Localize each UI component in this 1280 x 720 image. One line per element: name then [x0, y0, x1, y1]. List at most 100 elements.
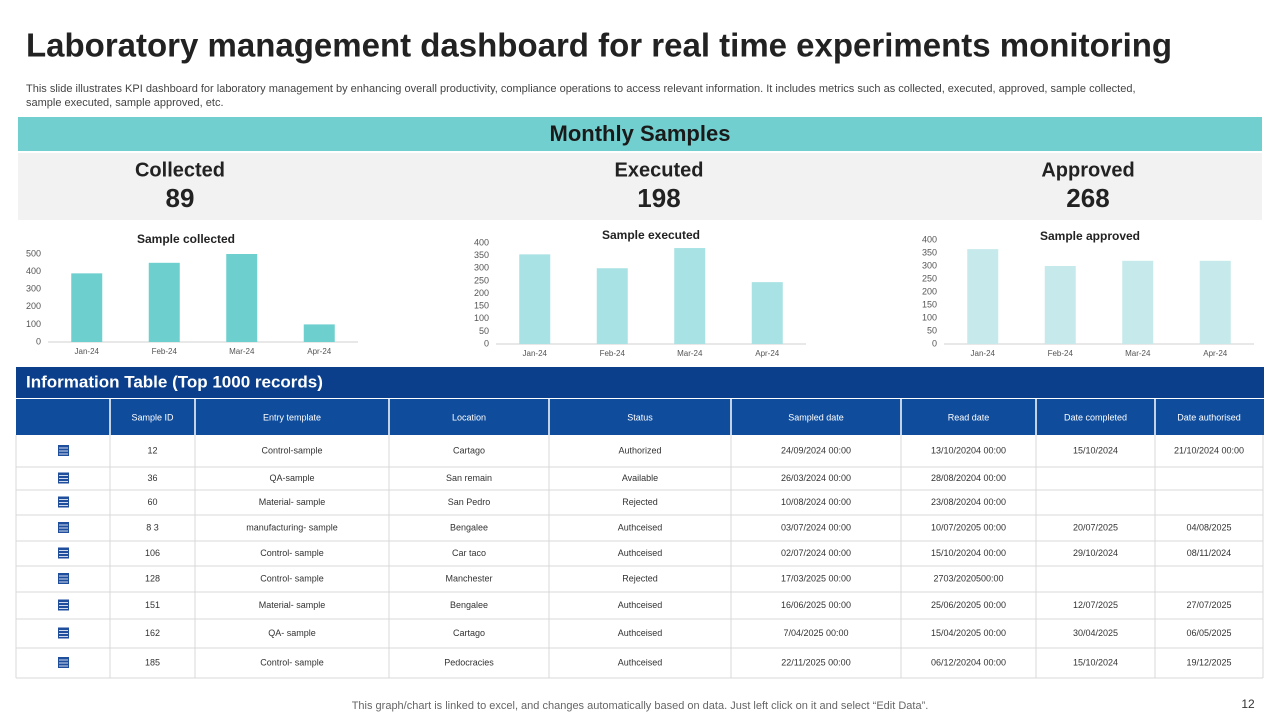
- table-cell: 185: [145, 657, 160, 667]
- kpi-label: Approved: [1041, 159, 1134, 181]
- table-cell: 21/10/2024 00:00: [1174, 445, 1244, 455]
- table-cell: 162: [145, 628, 160, 638]
- row-icon: [58, 547, 69, 559]
- x-tick-label: Feb-24: [1048, 349, 1074, 358]
- table-cell: Cartago: [453, 445, 485, 455]
- kpi-label: Executed: [615, 159, 704, 181]
- table-cell: Authceised: [618, 548, 663, 558]
- y-tick-label: 200: [922, 286, 937, 296]
- table-cell: Available: [622, 473, 658, 483]
- table-cell: Material- sample: [259, 497, 326, 507]
- table-cell: Car taco: [452, 548, 486, 558]
- table-cell: 106: [145, 548, 160, 558]
- table-cell: Authorized: [618, 445, 661, 455]
- header-cell: Sample ID: [131, 412, 174, 422]
- header-cell: Sampled date: [788, 412, 844, 422]
- x-tick-label: Jan-24: [523, 349, 548, 358]
- table-cell: 15/10/20204 00:00: [931, 548, 1006, 558]
- bar: [1044, 266, 1076, 344]
- table-cell: 19/12/2025: [1186, 657, 1231, 667]
- footer-note: This graph/chart is linked to excel, and…: [352, 700, 929, 712]
- bar: [71, 273, 103, 342]
- bar: [596, 268, 628, 344]
- x-tick-label: Jan-24: [971, 349, 996, 358]
- x-tick-label: Mar-24: [229, 347, 255, 356]
- table-cell: San remain: [446, 473, 492, 483]
- y-tick-label: 300: [474, 263, 489, 273]
- bar: [226, 254, 258, 342]
- table-cell: Authceised: [618, 628, 663, 638]
- bar: [1122, 260, 1154, 344]
- chart-title: Sample approved: [1040, 229, 1140, 243]
- table-cell: 36: [147, 473, 157, 483]
- y-tick-label: 0: [36, 336, 41, 346]
- description: This slide illustrates KPI dashboard for…: [26, 83, 1136, 95]
- x-tick-label: Mar-24: [677, 349, 703, 358]
- table-cell: Control- sample: [260, 548, 324, 558]
- header-cell: Date authorised: [1177, 412, 1241, 422]
- bar: [967, 249, 999, 344]
- x-tick-label: Feb-24: [152, 347, 178, 356]
- x-tick-label: Feb-24: [600, 349, 626, 358]
- table-cell: Authceised: [618, 522, 663, 532]
- table-cell: 06/12/20204 00:00: [931, 657, 1006, 667]
- table-cell: 26/03/2024 00:00: [781, 473, 851, 483]
- x-tick-label: Apr-24: [1203, 349, 1228, 358]
- table-cell: 06/05/2025: [1186, 628, 1231, 638]
- table-cell: 151: [145, 600, 160, 610]
- table-cell: 27/07/2025: [1186, 600, 1231, 610]
- table-cell: 8 3: [146, 522, 159, 532]
- bar: [751, 282, 783, 344]
- table-cell: Authceised: [618, 657, 663, 667]
- row-icon: [58, 472, 69, 484]
- y-tick-label: 400: [474, 237, 489, 247]
- row-icon: [58, 445, 69, 456]
- bar: [148, 262, 180, 342]
- header-cell: Status: [627, 412, 653, 422]
- bar: [674, 248, 706, 344]
- table-cell: Authceised: [618, 600, 663, 610]
- table-cell: 7/04/2025 00:00: [783, 628, 848, 638]
- table-cell: 30/04/2025: [1073, 628, 1118, 638]
- table-cell: QA- sample: [268, 628, 316, 638]
- table-cell: 16/06/2025 00:00: [781, 600, 851, 610]
- table-cell: Control- sample: [260, 657, 324, 667]
- table-cell: 04/08/2025: [1186, 522, 1231, 532]
- table-title: Information Table (Top 1000 records): [26, 372, 323, 391]
- header-cell: Read date: [948, 412, 990, 422]
- table-cell: 24/09/2024 00:00: [781, 445, 851, 455]
- y-tick-label: 100: [26, 319, 41, 329]
- row-icon: [58, 496, 69, 508]
- kpi-value: 268: [1066, 183, 1109, 213]
- y-tick-label: 350: [922, 247, 937, 257]
- y-tick-label: 100: [474, 313, 489, 323]
- bar: [519, 254, 551, 344]
- table-cell: 60: [147, 497, 157, 507]
- row-icon: [58, 627, 69, 639]
- table-cell: 13/10/20204 00:00: [931, 445, 1006, 455]
- kpi-label: Collected: [135, 159, 225, 181]
- table-cell: 28/08/20204 00:00: [931, 473, 1006, 483]
- table-cell: 25/06/20205 00:00: [931, 600, 1006, 610]
- y-tick-label: 350: [474, 250, 489, 260]
- y-tick-label: 50: [479, 326, 489, 336]
- y-tick-label: 50: [927, 325, 937, 335]
- panel-header: [18, 117, 1262, 151]
- table-cell: San Pedro: [448, 497, 491, 507]
- bar: [303, 324, 335, 342]
- y-tick-label: 400: [26, 266, 41, 276]
- y-tick-label: 250: [474, 275, 489, 285]
- row-icon: [58, 599, 69, 611]
- y-tick-label: 200: [474, 288, 489, 298]
- table-cell: Rejected: [622, 573, 658, 583]
- table-cell: 15/10/2024: [1073, 657, 1118, 667]
- x-tick-label: Jan-24: [75, 347, 100, 356]
- row-icon: [58, 522, 69, 533]
- table-cell: 03/07/2024 00:00: [781, 522, 851, 532]
- y-tick-label: 100: [922, 312, 937, 322]
- table-cell: Control-sample: [261, 445, 322, 455]
- table-cell: Material- sample: [259, 600, 326, 610]
- table-cell: Bengalee: [450, 522, 488, 532]
- y-tick-label: 150: [474, 301, 489, 311]
